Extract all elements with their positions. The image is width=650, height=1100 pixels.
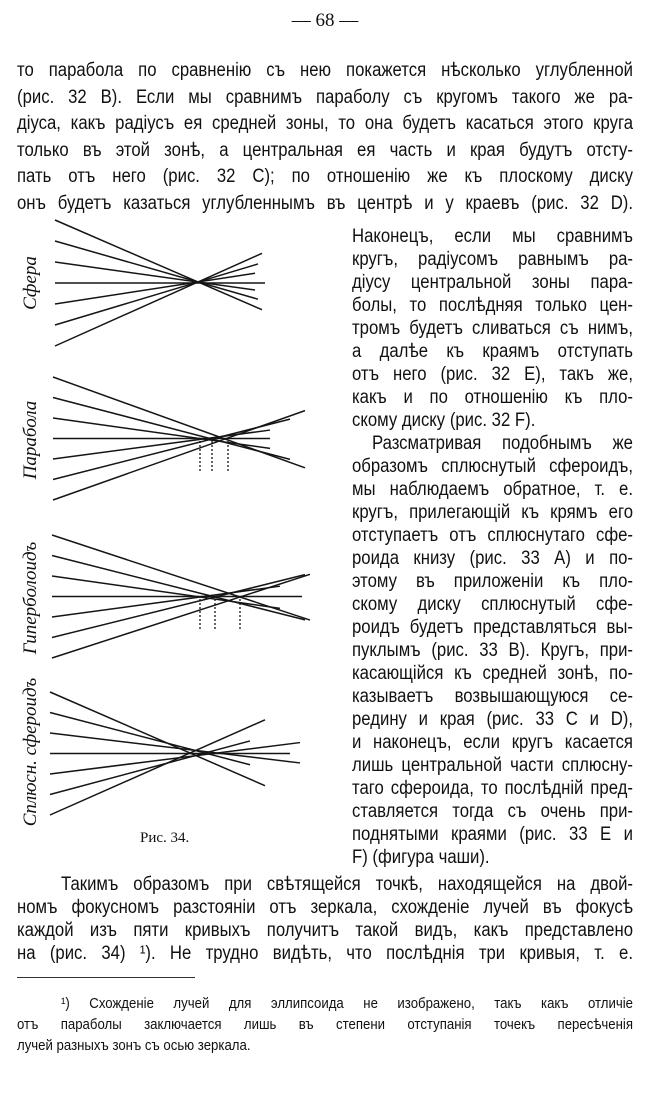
ray	[52, 409, 306, 501]
text-line: номъ фокусномъ разстояніи отъ зеркала, с…	[17, 897, 633, 918]
ray	[54, 261, 256, 291]
ray	[51, 573, 311, 659]
label-parabola: Парабола	[20, 400, 41, 480]
text-line: лучей разныхъ зонъ съ осью зеркала.	[17, 1037, 251, 1054]
text-line: на (рис. 34) ¹). Не трудно видѣть, что п…	[17, 943, 633, 964]
text-line: онъ будетъ казаться углубленнымъ въ цент…	[17, 192, 633, 214]
text-line: діусу центральной зоны пара-	[352, 272, 633, 293]
text-line: скому диску сплюснутый сфе-	[352, 594, 633, 615]
text-line: этому въ приложеніи къ пло-	[352, 571, 633, 592]
text-line: поднятыми краями (рис. 33 E и	[352, 824, 633, 845]
ray	[51, 575, 281, 610]
text-line: отступаетъ отъ сплюснутаго сфе-	[352, 525, 633, 546]
text-line: какъ и по отношенію къ пло-	[352, 387, 633, 408]
text-line: Разсматривая подобнымъ же	[372, 433, 633, 454]
ray	[49, 719, 266, 816]
page-number: — 68 —	[291, 10, 359, 31]
figure-caption: Рис. 34.	[140, 830, 190, 846]
ray	[54, 240, 259, 300]
ray	[54, 252, 263, 347]
text-line: только въ этой зонѣ, а центральная ея ча…	[17, 139, 633, 161]
text-line: діуса, какъ радіусъ ея средней зоны, то …	[17, 113, 633, 134]
text-line: отъ параболы заключается лишь въ степени…	[17, 1016, 633, 1033]
text-line: редину и края (рис. 33 C и D),	[352, 709, 633, 730]
text-line: тромъ будетъ сливаться съ нимъ,	[352, 318, 633, 339]
text-line: болы, то послѣдняя только цен-	[352, 295, 633, 316]
ray	[49, 732, 301, 764]
text-line: каждой изъ пяти кривыхъ получитъ такой в…	[17, 920, 633, 941]
label-oblate-spheroid: Сплюсн. сфероидъ	[20, 677, 41, 827]
text-line: пуклымъ (рис. 33 B). Кругъ, при-	[352, 640, 633, 661]
text-line: а далѣе къ краямъ отступать	[352, 341, 633, 362]
text-line: роида книзу (рис. 33 A) и по-	[352, 548, 633, 569]
ray	[52, 417, 271, 450]
text-line: пать отъ него (рис. 32 C); по отношенію …	[17, 166, 633, 187]
ray	[54, 219, 263, 311]
ray	[49, 711, 251, 766]
label-sphere: Сфера	[20, 256, 41, 310]
text-line: кругъ, прилегающій къ крямъ его	[352, 502, 633, 523]
text-line: казываетъ возвышающуюся се-	[352, 686, 633, 707]
text-line: отъ него (рис. 32 E), такъ же,	[352, 364, 633, 385]
text-line: скому диску (рис. 32 F).	[352, 410, 536, 431]
text-line: и наконецъ, если кругъ касается	[352, 732, 633, 753]
text-line: то парабола по сравненію съ нею покажетс…	[17, 60, 633, 81]
ray	[51, 554, 306, 621]
text-line: касающійся къ средней зонѣ, по-	[352, 663, 633, 684]
ray	[51, 573, 306, 639]
text-line: Такимъ образомъ при свѣтящейся точкѣ, на…	[61, 874, 633, 895]
ray	[54, 263, 259, 326]
text-line: лишь центральной части сплюсну-	[352, 755, 633, 776]
ray	[49, 741, 301, 775]
ray	[51, 585, 281, 618]
text-line: таго сфероида, то послѣдній пред-	[352, 778, 633, 799]
text-line: (рис. 32 B). Если мы сравнимъ параболу с…	[17, 86, 633, 108]
text-line: ¹) Схожденіе лучей для эллипсоида не изо…	[61, 995, 633, 1012]
ray	[49, 691, 266, 787]
text-line: кругъ, радіусомъ равнымъ ра-	[352, 249, 633, 270]
text-line: роидъ будетъ представляться вы-	[352, 617, 633, 638]
figure-34-ray-diagrams	[49, 219, 311, 816]
text-line: ставляется тогда съ очень при-	[352, 801, 633, 822]
footnote-divider	[17, 977, 195, 978]
ray	[54, 272, 256, 305]
ray	[49, 740, 251, 796]
label-hyperboloid: Гиперболоидъ	[20, 541, 41, 655]
ray	[52, 396, 291, 461]
text-line: F) (фигура чаши).	[352, 847, 490, 868]
text-line: образомъ сплюснутый сфероидъ,	[352, 456, 633, 477]
text-line: мы наблюдаемъ обратное, т. е.	[352, 479, 633, 500]
ray	[52, 429, 271, 460]
text-line: Наконецъ, если мы сравнимъ	[352, 226, 633, 247]
